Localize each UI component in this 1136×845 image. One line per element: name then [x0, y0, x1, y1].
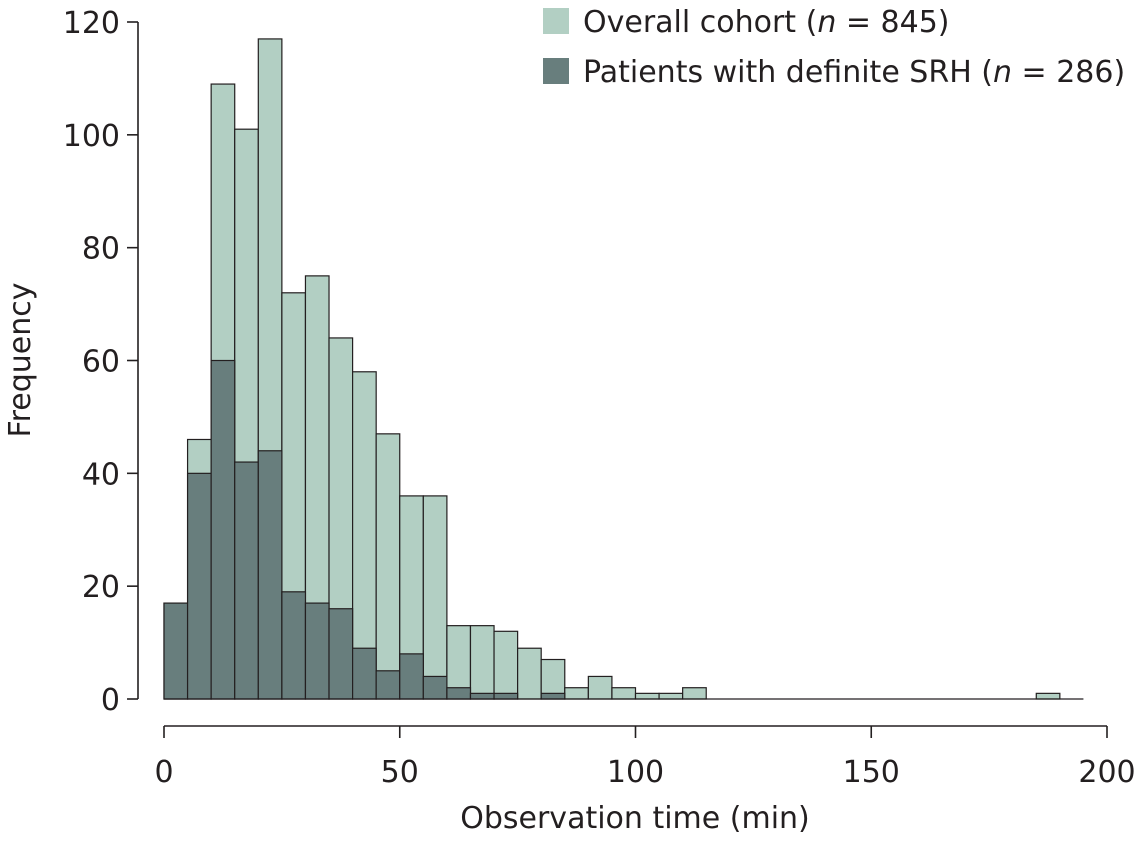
y-tick-label: 100	[63, 119, 120, 154]
x-axis-title: Observation time (min)	[460, 801, 810, 836]
x-axis: 0 50 100 150 200	[154, 725, 1136, 790]
histogram-bar	[469, 625, 495, 700]
y-tick-label: 40	[82, 457, 120, 492]
x-tick-label: 200	[1078, 755, 1135, 790]
histogram-bar	[375, 433, 401, 700]
histogram-bar	[658, 692, 684, 700]
histogram-bar	[682, 687, 707, 700]
histogram-bar	[446, 687, 472, 700]
legend-swatch-srh	[543, 58, 569, 84]
histogram-bar	[375, 670, 401, 700]
histogram-bar	[328, 608, 354, 700]
histogram-bar	[564, 687, 589, 700]
histogram-bar	[186, 472, 212, 700]
histogram-bar	[540, 692, 566, 700]
histogram-bar	[352, 647, 377, 700]
x-tick-label: 50	[381, 755, 419, 790]
y-tick-label: 20	[82, 570, 120, 605]
histogram-bar	[281, 591, 307, 700]
histogram-bar	[587, 675, 613, 700]
histogram-bar	[422, 495, 448, 700]
legend-label-srh: Patients with definite SRH (n = 286)	[583, 55, 1125, 90]
y-tick-label: 0	[101, 683, 120, 718]
histogram-bar	[210, 359, 236, 700]
histogram-bar	[304, 602, 330, 700]
histogram-bar	[257, 450, 283, 700]
legend-label-overall: Overall cohort (n = 845)	[583, 5, 950, 40]
histogram-bar	[493, 630, 519, 700]
histogram-bar	[493, 692, 519, 700]
y-tick-label: 80	[82, 232, 120, 267]
histogram-bar	[399, 653, 424, 700]
legend-swatch-overall	[543, 8, 569, 34]
y-axis-title: Frequency	[3, 283, 38, 438]
series-definite-srh	[163, 359, 1084, 700]
histogram-bar	[1035, 692, 1061, 700]
x-tick-label: 100	[607, 755, 664, 790]
legend: Overall cohort (n = 845) Patients with d…	[543, 5, 1125, 90]
y-tick-label: 60	[82, 345, 120, 380]
histogram-bar	[611, 687, 637, 700]
y-axis: 0 20 40 60 80 100 120	[63, 6, 139, 718]
histogram-bar	[163, 602, 189, 700]
histogram-bar	[422, 675, 448, 700]
histogram-bar	[634, 692, 660, 700]
histogram-bar	[517, 647, 542, 700]
x-tick-label: 150	[843, 755, 900, 790]
x-tick-label: 0	[154, 755, 173, 790]
histogram-bar	[469, 692, 495, 700]
y-tick-label: 120	[63, 6, 120, 41]
histogram-bar	[234, 461, 259, 700]
